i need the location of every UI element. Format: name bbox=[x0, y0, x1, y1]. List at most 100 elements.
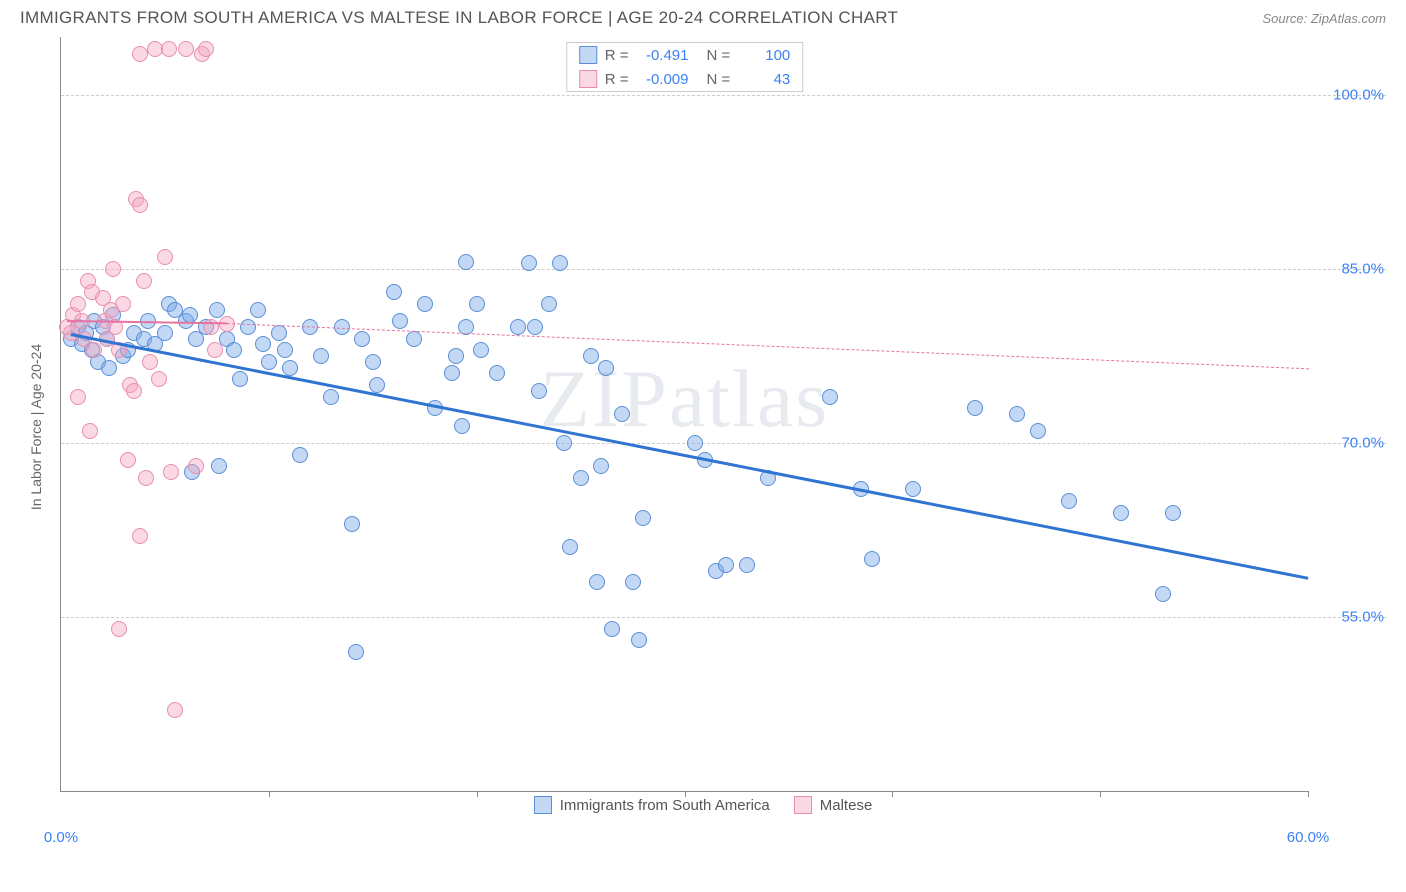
data-point bbox=[687, 435, 703, 451]
data-point bbox=[111, 621, 127, 637]
data-point bbox=[739, 557, 755, 573]
data-point bbox=[473, 342, 489, 358]
data-point bbox=[521, 255, 537, 271]
data-point bbox=[1165, 505, 1181, 521]
data-point bbox=[631, 632, 647, 648]
plot-area: R =-0.491N =100R =-0.009N =43 ZIPatlas 5… bbox=[60, 37, 1308, 792]
data-point bbox=[136, 273, 152, 289]
correlation-legend-row: R =-0.009N =43 bbox=[567, 67, 803, 91]
data-point bbox=[598, 360, 614, 376]
legend-r-label: R = bbox=[605, 71, 629, 88]
data-point bbox=[105, 261, 121, 277]
data-point bbox=[120, 452, 136, 468]
gridline-horizontal bbox=[61, 95, 1386, 96]
data-point bbox=[232, 371, 248, 387]
data-point bbox=[444, 365, 460, 381]
data-point bbox=[132, 197, 148, 213]
data-point bbox=[392, 313, 408, 329]
data-point bbox=[905, 481, 921, 497]
data-point bbox=[1155, 586, 1171, 602]
data-point bbox=[151, 371, 167, 387]
data-point bbox=[163, 464, 179, 480]
data-point bbox=[469, 296, 485, 312]
data-point bbox=[967, 400, 983, 416]
legend-n-value: 43 bbox=[738, 71, 790, 88]
data-point bbox=[344, 516, 360, 532]
legend-r-label: R = bbox=[605, 47, 629, 64]
data-point bbox=[70, 296, 86, 312]
data-point bbox=[864, 551, 880, 567]
data-point bbox=[142, 354, 158, 370]
data-point bbox=[313, 348, 329, 364]
data-point bbox=[261, 354, 277, 370]
chart-container: In Labor Force | Age 20-24 R =-0.491N =1… bbox=[20, 32, 1386, 822]
data-point bbox=[531, 383, 547, 399]
legend-label: Immigrants from South America bbox=[560, 797, 770, 814]
data-point bbox=[417, 296, 433, 312]
data-point bbox=[510, 319, 526, 335]
data-point bbox=[589, 574, 605, 590]
legend-swatch bbox=[579, 70, 597, 88]
data-point bbox=[157, 249, 173, 265]
data-point bbox=[255, 336, 271, 352]
data-point bbox=[454, 418, 470, 434]
data-point bbox=[207, 342, 223, 358]
data-point bbox=[386, 284, 402, 300]
data-point bbox=[226, 342, 242, 358]
series-legend: Immigrants from South America Maltese bbox=[20, 796, 1386, 814]
legend-item: Maltese bbox=[794, 796, 873, 814]
data-point bbox=[198, 41, 214, 57]
data-point bbox=[250, 302, 266, 318]
data-point bbox=[161, 41, 177, 57]
data-point bbox=[593, 458, 609, 474]
data-point bbox=[604, 621, 620, 637]
x-tick-label: 60.0% bbox=[1287, 829, 1330, 846]
title-row: IMMIGRANTS FROM SOUTH AMERICA VS MALTESE… bbox=[0, 0, 1406, 32]
legend-r-value: -0.009 bbox=[637, 71, 689, 88]
data-point bbox=[209, 302, 225, 318]
gridline-horizontal bbox=[61, 443, 1386, 444]
data-point bbox=[614, 406, 630, 422]
data-point bbox=[101, 360, 117, 376]
data-point bbox=[552, 255, 568, 271]
data-point bbox=[348, 644, 364, 660]
data-point bbox=[82, 423, 98, 439]
data-point bbox=[138, 470, 154, 486]
data-point bbox=[178, 41, 194, 57]
trend-line bbox=[71, 333, 1309, 579]
data-point bbox=[541, 296, 557, 312]
gridline-horizontal bbox=[61, 269, 1386, 270]
data-point bbox=[365, 354, 381, 370]
x-tick-label: 0.0% bbox=[44, 829, 78, 846]
data-point bbox=[126, 383, 142, 399]
data-point bbox=[70, 389, 86, 405]
chart-source: Source: ZipAtlas.com bbox=[1262, 11, 1386, 26]
legend-swatch bbox=[534, 796, 552, 814]
data-point bbox=[369, 377, 385, 393]
data-point bbox=[188, 458, 204, 474]
data-point bbox=[240, 319, 256, 335]
data-point bbox=[573, 470, 589, 486]
legend-n-label: N = bbox=[707, 47, 731, 64]
data-point bbox=[489, 365, 505, 381]
legend-n-value: 100 bbox=[738, 47, 790, 64]
legend-r-value: -0.491 bbox=[637, 47, 689, 64]
y-tick-label: 85.0% bbox=[1341, 261, 1384, 278]
trend-line-extension bbox=[227, 323, 1309, 369]
chart-title: IMMIGRANTS FROM SOUTH AMERICA VS MALTESE… bbox=[20, 8, 898, 28]
data-point bbox=[458, 254, 474, 270]
data-point bbox=[562, 539, 578, 555]
y-tick-label: 55.0% bbox=[1341, 609, 1384, 626]
data-point bbox=[583, 348, 599, 364]
data-point bbox=[625, 574, 641, 590]
data-point bbox=[323, 389, 339, 405]
data-point bbox=[718, 557, 734, 573]
data-point bbox=[448, 348, 464, 364]
data-point bbox=[292, 447, 308, 463]
data-point bbox=[86, 342, 102, 358]
legend-item: Immigrants from South America bbox=[534, 796, 770, 814]
data-point bbox=[354, 331, 370, 347]
legend-label: Maltese bbox=[820, 797, 873, 814]
data-point bbox=[1113, 505, 1129, 521]
legend-swatch bbox=[579, 46, 597, 64]
